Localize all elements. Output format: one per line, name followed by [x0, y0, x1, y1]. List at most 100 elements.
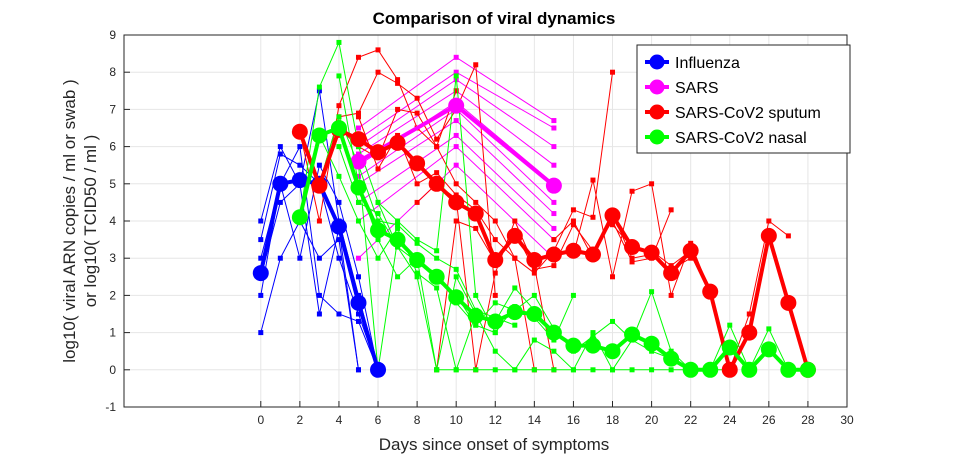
individual-point-sars-cov2-nasal — [512, 367, 518, 373]
individual-point-sars-cov2-sputum — [629, 255, 635, 261]
individual-point-sars — [453, 118, 459, 124]
individual-point-influenza — [277, 144, 283, 150]
mean-point-sars-cov2-nasal — [624, 326, 641, 343]
mean-point-sars-cov2-nasal — [409, 252, 426, 269]
individual-point-sars-cov2-sputum — [531, 266, 537, 272]
individual-point-sars-cov2-nasal — [375, 255, 381, 261]
individual-point-sars-cov2-nasal — [551, 367, 557, 373]
individual-point-sars-cov2-sputum — [629, 259, 635, 265]
individual-point-sars-cov2-sputum — [336, 103, 342, 109]
individual-point-sars-cov2-nasal — [434, 248, 440, 254]
legend-marker-sars — [649, 79, 665, 95]
legend-label-sars: SARS — [675, 80, 719, 97]
individual-point-influenza — [316, 88, 322, 94]
mean-point-sars-cov2-nasal — [467, 307, 484, 324]
mean-point-sars-cov2-nasal — [428, 268, 445, 285]
mean-point-sars-cov2-sputum — [604, 207, 621, 224]
individual-point-sars-cov2-nasal — [434, 285, 440, 291]
individual-point-sars-cov2-sputum — [512, 255, 518, 261]
mean-point-sars-cov2-nasal — [702, 361, 719, 378]
individual-point-sars-cov2-nasal — [316, 84, 322, 90]
individual-point-sars-cov2-nasal — [434, 255, 440, 261]
individual-trace-influenza — [260, 219, 359, 370]
individual-point-sars-cov2-sputum — [512, 218, 518, 224]
individual-point-sars-cov2-nasal — [453, 73, 459, 79]
y-tick-label: 1 — [109, 326, 116, 340]
individual-point-sars — [551, 225, 557, 231]
mean-point-sars-cov2-sputum — [741, 324, 758, 341]
y-tick-label: 6 — [109, 140, 116, 154]
individual-point-sars-cov2-nasal — [336, 144, 342, 150]
individual-point-sars-cov2-nasal — [395, 225, 401, 231]
mean-point-sars-cov2-nasal — [604, 343, 621, 360]
mean-point-influenza — [272, 175, 289, 192]
mean-point-sars-cov2-nasal — [643, 335, 660, 352]
individual-point-influenza — [336, 255, 342, 261]
individual-point-sars — [453, 132, 459, 138]
individual-point-sars — [551, 162, 557, 168]
individual-point-sars-cov2-sputum — [668, 292, 674, 298]
individual-point-sars-cov2-nasal — [492, 367, 498, 373]
x-tick-label: 10 — [450, 413, 464, 427]
individual-point-influenza — [258, 218, 264, 224]
mean-point-influenza — [291, 172, 308, 189]
individual-point-sars-cov2-sputum — [395, 80, 401, 86]
individual-point-influenza — [277, 255, 283, 261]
x-axis-label: Days since onset of symptoms — [379, 435, 610, 454]
individual-point-sars-cov2-nasal — [531, 292, 537, 298]
individual-point-influenza — [336, 199, 342, 205]
chart-title: Comparison of viral dynamics — [373, 9, 616, 28]
y-tick-label: 2 — [109, 288, 116, 302]
individual-point-sars-cov2-sputum — [492, 292, 498, 298]
individual-point-sars-cov2-sputum — [453, 218, 459, 224]
individual-point-sars-cov2-nasal — [570, 292, 576, 298]
individual-point-sars-cov2-sputum — [570, 218, 576, 224]
individual-point-influenza — [316, 311, 322, 317]
mean-point-sars — [448, 97, 465, 114]
individual-point-sars-cov2-nasal — [649, 367, 655, 373]
legend-item-sars-cov2-nasal: SARS-CoV2 nasal — [645, 129, 807, 147]
x-tick-label: 12 — [489, 413, 503, 427]
individual-point-sars-cov2-nasal — [570, 367, 576, 373]
y-tick-label: 7 — [109, 102, 116, 116]
series-influenza-individuals — [258, 88, 381, 373]
individual-point-sars-cov2-nasal — [395, 218, 401, 224]
mean-point-sars-cov2-nasal — [545, 324, 562, 341]
individual-point-influenza — [297, 255, 303, 261]
individual-point-sars-cov2-nasal — [434, 367, 440, 373]
mean-point-influenza — [370, 361, 387, 378]
individual-point-sars-cov2-sputum — [610, 274, 616, 280]
individual-point-sars-cov2-nasal — [610, 367, 616, 373]
individual-point-sars-cov2-nasal — [336, 114, 342, 120]
mean-point-sars-cov2-nasal — [584, 337, 601, 354]
individual-point-sars-cov2-sputum — [473, 62, 479, 68]
mean-point-sars-cov2-nasal — [663, 350, 680, 367]
mean-point-sars-cov2-nasal — [741, 361, 758, 378]
mean-point-sars-cov2-sputum — [487, 252, 504, 269]
mean-point-sars-cov2-nasal — [330, 120, 347, 136]
individual-point-sars-cov2-nasal — [531, 337, 537, 343]
individual-point-sars-cov2-nasal — [473, 322, 479, 328]
individual-point-sars-cov2-sputum — [649, 181, 655, 187]
individual-point-sars-cov2-sputum — [473, 225, 479, 231]
mean-point-sars-cov2-sputum — [565, 242, 582, 259]
individual-point-sars-cov2-nasal — [727, 322, 733, 328]
y-tick-label: 0 — [109, 363, 116, 377]
individual-point-influenza — [336, 237, 342, 243]
individual-point-sars-cov2-nasal — [590, 367, 596, 373]
individual-point-sars-cov2-sputum — [434, 170, 440, 176]
y-axis-label-line-2: or log10( TCID50 / ml ) — [81, 135, 100, 308]
individual-point-influenza — [277, 199, 283, 205]
y-tick-label: 5 — [109, 177, 116, 191]
individual-point-sars-cov2-nasal — [551, 348, 557, 354]
individual-point-sars-cov2-nasal — [590, 333, 596, 339]
mean-point-sars-cov2-sputum — [545, 246, 562, 263]
individual-point-sars-cov2-nasal — [375, 199, 381, 205]
individual-point-sars-cov2-sputum — [414, 110, 420, 116]
individual-point-influenza — [277, 151, 283, 157]
mean-point-sars-cov2-nasal — [350, 179, 367, 196]
mean-point-sars-cov2-sputum — [682, 242, 699, 259]
individual-point-sars-cov2-sputum — [453, 88, 459, 94]
series-sars-cov2-nasal-mean — [291, 120, 816, 378]
